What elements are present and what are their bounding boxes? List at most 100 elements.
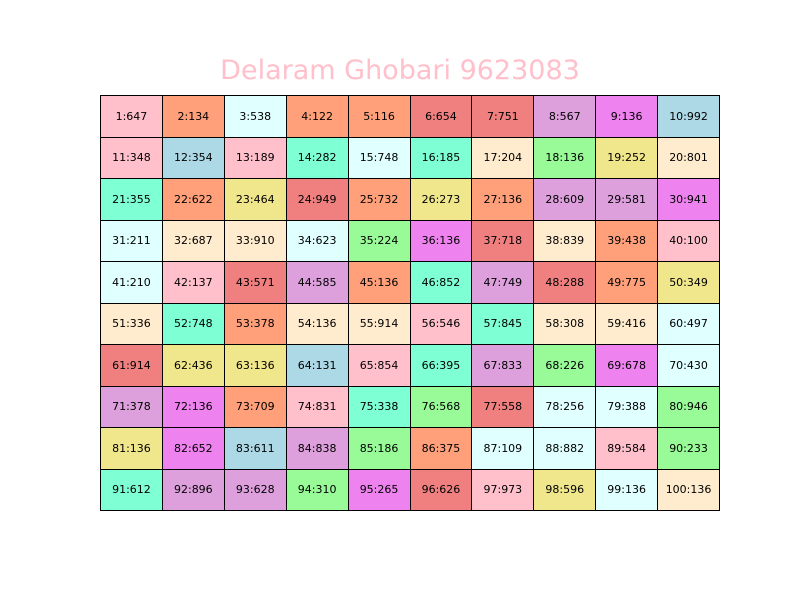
table-cell: 15:748 [348, 137, 411, 179]
chart-title: Delaram Ghobari 9623083 [220, 55, 580, 86]
table-cell: 39:438 [596, 220, 659, 262]
table-cell: 28:609 [534, 179, 597, 221]
table-cell: 88:882 [534, 428, 597, 470]
table-cell: 84:838 [286, 428, 349, 470]
table-cell: 64:131 [286, 345, 349, 387]
table-cell: 48:288 [534, 262, 597, 304]
table-cell: 11:348 [101, 137, 163, 179]
table-cell: 40:100 [658, 220, 720, 262]
table-cell: 4:122 [286, 96, 349, 138]
table-cell: 10:992 [658, 96, 720, 138]
table-cell: 44:585 [286, 262, 349, 304]
table-cell: 57:845 [472, 303, 535, 345]
table-cell: 59:416 [596, 303, 659, 345]
table-cell: 7:751 [472, 96, 535, 138]
table-cell: 79:388 [596, 386, 659, 428]
table-cell: 73:709 [224, 386, 287, 428]
table-cell: 80:946 [658, 386, 720, 428]
table-cell: 45:136 [348, 262, 411, 304]
table-cell: 96:626 [410, 469, 473, 511]
table-cell: 93:628 [224, 469, 287, 511]
table-cell: 35:224 [348, 220, 411, 262]
table-cell: 51:336 [101, 303, 163, 345]
table-cell: 27:136 [472, 179, 535, 221]
table-cell: 43:571 [224, 262, 287, 304]
table-cell: 42:137 [162, 262, 225, 304]
table-cell: 13:189 [224, 137, 287, 179]
table-cell: 58:308 [534, 303, 597, 345]
table-cell: 23:464 [224, 179, 287, 221]
table-cell: 2:134 [162, 96, 225, 138]
table-cell: 1:647 [101, 96, 163, 138]
table-cell: 34:623 [286, 220, 349, 262]
table-cell: 69:678 [596, 345, 659, 387]
table-cell: 21:355 [101, 179, 163, 221]
table-cell: 75:338 [348, 386, 411, 428]
table-cell: 16:185 [410, 137, 473, 179]
table-cell: 91:612 [101, 469, 163, 511]
table-cell: 97:973 [472, 469, 535, 511]
table-cell: 31:211 [101, 220, 163, 262]
table-cell: 3:538 [224, 96, 287, 138]
table-cell: 55:914 [348, 303, 411, 345]
table-cell: 85:186 [348, 428, 411, 470]
table-cell: 49:775 [596, 262, 659, 304]
table-cell: 82:652 [162, 428, 225, 470]
table-cell: 76:568 [410, 386, 473, 428]
table-cell: 29:581 [596, 179, 659, 221]
table-cell: 25:732 [348, 179, 411, 221]
table-cell: 8:567 [534, 96, 597, 138]
table-cell: 71:378 [101, 386, 163, 428]
table-cell: 38:839 [534, 220, 597, 262]
table-cell: 22:622 [162, 179, 225, 221]
table-cell: 65:854 [348, 345, 411, 387]
table-cell: 17:204 [472, 137, 535, 179]
table-cell: 54:136 [286, 303, 349, 345]
table-cell: 81:136 [101, 428, 163, 470]
table-cell: 66:395 [410, 345, 473, 387]
table-cell: 37:718 [472, 220, 535, 262]
table-cell: 72:136 [162, 386, 225, 428]
table-cell: 14:282 [286, 137, 349, 179]
table-cell: 30:941 [658, 179, 720, 221]
table-cell: 47:749 [472, 262, 535, 304]
table-cell: 86:375 [410, 428, 473, 470]
table-cell: 18:136 [534, 137, 597, 179]
table-cell: 99:136 [596, 469, 659, 511]
table-cell: 90:233 [658, 428, 720, 470]
table-cell: 6:654 [410, 96, 473, 138]
table-cell: 32:687 [162, 220, 225, 262]
table-cell: 61:914 [101, 345, 163, 387]
table-cell: 94:310 [286, 469, 349, 511]
table-cell: 20:801 [658, 137, 720, 179]
table-cell: 92:896 [162, 469, 225, 511]
table-cell: 74:831 [286, 386, 349, 428]
table-cell: 62:436 [162, 345, 225, 387]
table-cell: 63:136 [224, 345, 287, 387]
table-cell: 33:910 [224, 220, 287, 262]
table-cell: 24:949 [286, 179, 349, 221]
table-cell: 89:584 [596, 428, 659, 470]
table-cell: 77:558 [472, 386, 535, 428]
table-cell: 52:748 [162, 303, 225, 345]
table-cell: 19:252 [596, 137, 659, 179]
table-grid: 1:647 2:134 3:538 4:122 5:116 6:654 7:751 8:567… [100, 95, 720, 511]
table-cell: 50:349 [658, 262, 720, 304]
table-cell: 9:136 [596, 96, 659, 138]
table-cell: 95:265 [348, 469, 411, 511]
table-cell: 36:136 [410, 220, 473, 262]
table-cell: 78:256 [534, 386, 597, 428]
table-cell: 83:611 [224, 428, 287, 470]
table-cell: 87:109 [472, 428, 535, 470]
table-cell: 70:430 [658, 345, 720, 387]
table-cell: 41:210 [101, 262, 163, 304]
table-cell: 67:833 [472, 345, 535, 387]
table-cell: 12:354 [162, 137, 225, 179]
table-cell: 5:116 [348, 96, 411, 138]
table-cell: 46:852 [410, 262, 473, 304]
table-cell: 98:596 [534, 469, 597, 511]
table-cell: 100:136 [658, 469, 720, 511]
table-cell: 60:497 [658, 303, 720, 345]
table-cell: 26:273 [410, 179, 473, 221]
table-cell: 53:378 [224, 303, 287, 345]
